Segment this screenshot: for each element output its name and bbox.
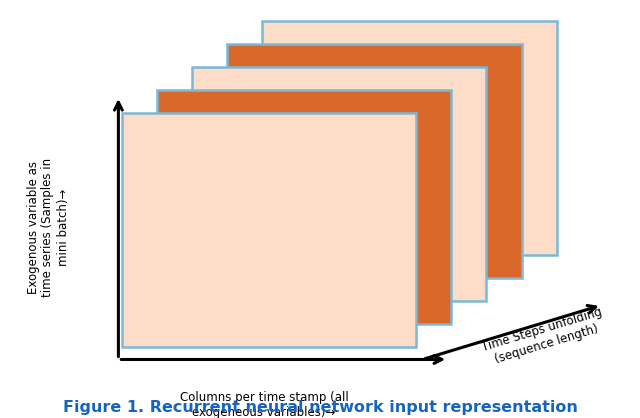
Bar [157, 90, 451, 324]
Text: Exogenous variable as
time series (Samples in
mini batch)→: Exogenous variable as time series (Sampl… [26, 158, 70, 297]
Bar [122, 113, 416, 347]
Text: Columns per time stamp (all
exogeneous variables)→: Columns per time stamp (all exogeneous v… [180, 392, 348, 418]
Bar [192, 67, 486, 301]
Bar [227, 44, 522, 278]
Text: Time Steps unfolding
(sequence length): Time Steps unfolding (sequence length) [480, 305, 608, 368]
Text: Figure 1. Recurrent neural network input representation: Figure 1. Recurrent neural network input… [63, 400, 577, 415]
Bar [262, 21, 557, 255]
